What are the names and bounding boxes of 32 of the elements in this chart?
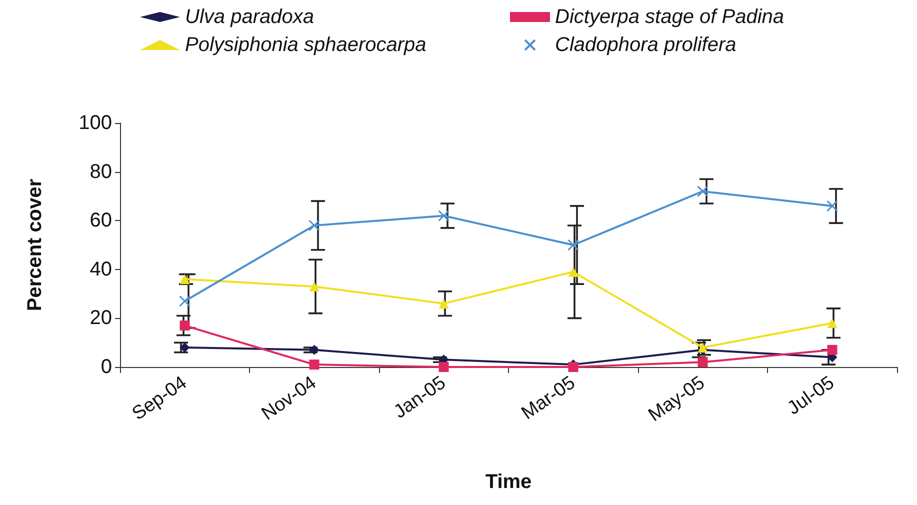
point — [438, 362, 449, 372]
legend-label: Cladophora prolifera — [555, 34, 736, 56]
y-tick-label: 100 — [78, 112, 112, 134]
y-tick-label: 0 — [100, 356, 112, 378]
point — [309, 360, 320, 370]
x-axis-title: Time — [485, 471, 532, 493]
point — [180, 342, 190, 352]
point — [180, 320, 190, 331]
point — [698, 342, 708, 352]
point — [179, 295, 190, 307]
point — [438, 298, 449, 309]
point — [438, 210, 450, 222]
point — [827, 318, 838, 328]
point — [568, 362, 578, 372]
point — [697, 186, 708, 198]
legend-label: Polysiphonia sphaerocarpa — [185, 34, 426, 56]
point — [309, 281, 320, 292]
legend-label: Ulva paradoxa — [185, 6, 314, 28]
legend-label: Dictyerpa stage of Padina — [555, 6, 784, 28]
point — [568, 266, 578, 277]
point — [180, 274, 190, 284]
y-tick-label: 60 — [90, 210, 112, 232]
y-axis-title: Percent cover — [24, 178, 46, 312]
point — [308, 220, 320, 232]
point — [698, 357, 708, 368]
y-tick-label: 80 — [90, 160, 112, 183]
point — [826, 200, 838, 212]
point — [309, 344, 320, 355]
point — [827, 344, 838, 355]
y-tick-label: 20 — [90, 307, 112, 330]
point — [568, 239, 579, 251]
y-tick-label: 40 — [90, 258, 112, 280]
